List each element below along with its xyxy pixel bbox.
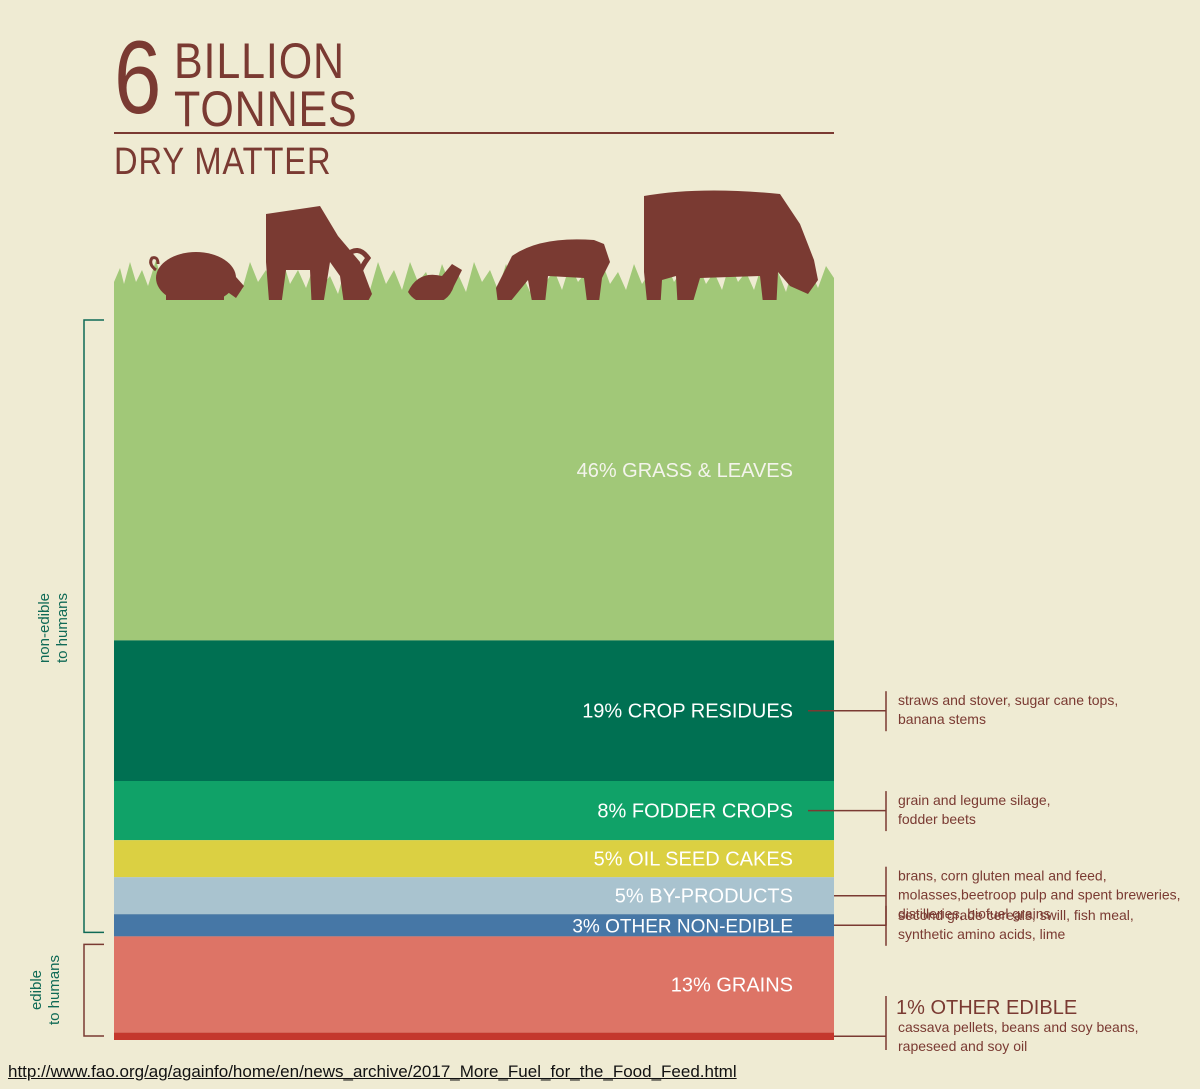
note-fodder-crops-line-0: grain and legume silage,: [898, 792, 1051, 808]
title-word-billion: BILLION: [174, 33, 345, 89]
title-number: 6: [114, 20, 162, 136]
label-grass-leaves: 46% GRASS & LEAVES: [577, 460, 793, 482]
cow-icon: [644, 190, 818, 312]
segment-other-edible: [114, 1032, 834, 1040]
label-oil-seed-cakes: 5% OIL SEED CAKES: [594, 849, 793, 871]
subtitle: DRY MATTER: [114, 141, 332, 183]
label-grains: 13% GRAINS: [671, 975, 793, 997]
note-other-edible-line-1: rapeseed and soy oil: [898, 1038, 1027, 1054]
segment-by-products: [114, 877, 834, 915]
note-fodder-crops-line-1: fodder beets: [898, 811, 976, 827]
title-rule: [114, 132, 834, 134]
note-crop-residues-line-1: banana stems: [898, 711, 986, 727]
label-other-non-edible: 3% OTHER NON-EDIBLE: [572, 916, 793, 937]
segments: 46% GRASS & LEAVES 19% CROP RESIDUES 8% FO…: [114, 300, 1181, 1054]
edible-label: edible to humans: [28, 930, 64, 1050]
note-other-edible-line-0: cassava pellets, beans and soy beans,: [898, 1019, 1139, 1035]
label-other-edible: 1% OTHER EDIBLE: [896, 997, 1077, 1019]
sheep-icon: [496, 239, 610, 312]
segment-grass-leaves: [114, 300, 834, 641]
edible-line1: edible: [28, 969, 45, 1011]
segment-crop-residues: [114, 640, 834, 781]
group-brackets: [83, 319, 104, 1037]
note-by-products-line-0: brans, corn gluten meal and feed,: [898, 868, 1107, 884]
bracket-non-edible: [83, 319, 104, 934]
title-word-tonnes: TONNES: [174, 81, 358, 137]
label-by-products: 5% BY-PRODUCTS: [615, 886, 793, 908]
note-by-products-line-1: molasses,beetroop pulp and spent breweri…: [898, 887, 1181, 903]
label-crop-residues: 19% CROP RESIDUES: [582, 701, 793, 723]
note-other-non-edible-line-0: second grade cereals, swill, fish meal,: [898, 907, 1134, 923]
non-edible-line2: to humans: [54, 592, 71, 664]
label-fodder-crops: 8% FODDER CROPS: [597, 801, 793, 823]
note-other-non-edible-line-1: synthetic amino acids, lime: [898, 926, 1066, 942]
source-link[interactable]: http://www.fao.org/ag/againfo/home/en/ne…: [8, 1062, 737, 1081]
segment-oil-seed-cakes: [114, 840, 834, 878]
edible-line2: to humans: [46, 954, 63, 1026]
note-crop-residues-line-0: straws and stover, sugar cane tops,: [898, 692, 1118, 708]
note-by-products-line-2: distilleries, biofuel grains: [898, 906, 1051, 922]
goat-icon: [266, 206, 372, 314]
segment-fodder-crops: [114, 781, 834, 841]
segment-grains: [114, 936, 834, 1033]
non-edible-line1: non-edible: [36, 592, 53, 664]
bracket-edible: [83, 943, 104, 1037]
segment-other-non-edible: [114, 914, 834, 937]
non-edible-label: non-edible to humans: [36, 568, 72, 688]
